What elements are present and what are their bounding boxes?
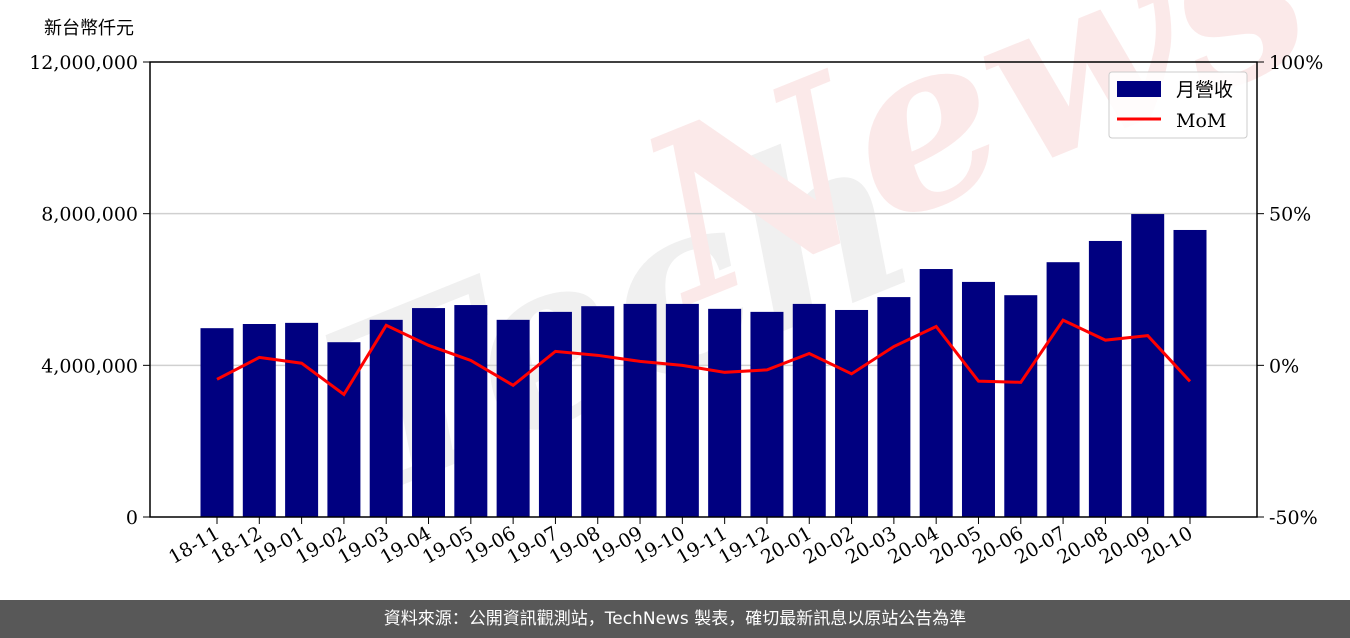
- bar-19-09: [623, 303, 657, 517]
- bar-20-04: [919, 269, 953, 517]
- source-footer: 資料來源：公開資訊觀測站，TechNews 製表，確切最新訊息以原站公告為準: [0, 600, 1350, 638]
- y2-tick-label: 0%: [1269, 355, 1299, 377]
- revenue-chart: Tech News 04,000,0008,000,00012,000,000 …: [29, 0, 1343, 569]
- y-axis-label: 新台幣仟元: [44, 18, 134, 39]
- y-tick-label: 4,000,000: [41, 355, 138, 377]
- bar-20-05: [961, 281, 995, 517]
- bar-20-01: [792, 303, 826, 517]
- bar-20-07: [1046, 262, 1080, 517]
- bar-19-11: [708, 308, 742, 517]
- y-tick-label: 8,000,000: [41, 204, 138, 226]
- y2-tick-label: 50%: [1269, 204, 1311, 226]
- y2-tick-label: -50%: [1269, 507, 1318, 529]
- bar-19-01: [285, 322, 319, 517]
- bar-19-12: [750, 311, 784, 517]
- bar-19-02: [327, 342, 361, 517]
- legend-label-revenue: 月營收: [1176, 79, 1233, 101]
- bar-19-06: [496, 319, 530, 517]
- bar-20-06: [1004, 295, 1038, 517]
- bar-20-08: [1088, 240, 1122, 517]
- legend-swatch-revenue: [1117, 81, 1161, 97]
- y-tick-label: 12,000,000: [29, 52, 138, 74]
- plot-frame: [149, 61, 1258, 518]
- bar-19-07: [538, 311, 572, 517]
- bar-20-03: [877, 297, 911, 517]
- bar-20-10: [1173, 229, 1207, 518]
- bar-18-11: [200, 328, 234, 517]
- bar-19-10: [665, 303, 699, 517]
- bar-20-02: [835, 309, 869, 517]
- y-tick-label: 0: [126, 507, 138, 529]
- bar-20-09: [1131, 214, 1165, 517]
- mom-line: [216, 318, 1192, 397]
- bar-19-03: [369, 319, 403, 517]
- bar-19-04: [412, 308, 446, 517]
- y2-tick-label: 100%: [1269, 52, 1323, 74]
- bar-18-12: [242, 324, 276, 517]
- bar-19-05: [454, 305, 488, 517]
- legend: 月營收 MoM: [1108, 71, 1248, 139]
- bar-19-08: [581, 306, 615, 517]
- legend-label-mom: MoM: [1176, 110, 1226, 132]
